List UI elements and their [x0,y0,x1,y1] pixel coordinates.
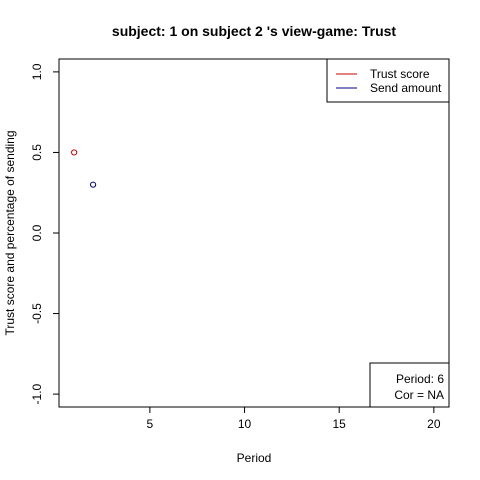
annotation-correlation: Cor = NA [394,388,444,402]
y-tick-label: -1.0 [30,383,44,404]
annotation-period: Period: 6 [396,372,444,386]
legend-label-send-amount: Send amount [370,81,442,95]
y-tick-label: 0.0 [30,224,44,241]
y-axis: -1.0 -0.5 0.0 0.5 1.0 [30,63,59,404]
y-axis-label: Trust score and percentage of sending [3,130,17,335]
chart-title: subject: 1 on subject 2 's view-game: Tr… [112,23,397,39]
legend-label-trust-score: Trust score [370,67,430,81]
annotation-frame [369,362,450,408]
plot-frame [58,58,450,408]
x-axis: 5 10 15 20 [147,407,441,431]
x-tick-label: 5 [147,417,154,431]
legend-box [326,58,450,103]
y-tick-label: -0.5 [30,303,44,324]
data-points [71,149,97,188]
x-axis-label: Period [237,451,272,465]
data-point-send-amount [89,181,97,188]
x-tick-label: 15 [333,417,347,431]
data-point-trust-score [71,149,78,156]
x-tick-label: 20 [427,417,441,431]
y-tick-label: 0.5 [30,144,44,161]
legend: Trust score Send amount [326,58,450,103]
y-tick-label: 1.0 [30,63,44,80]
x-tick-label: 10 [238,417,252,431]
annotation-box: Period: 6 Cor = NA [369,362,450,408]
